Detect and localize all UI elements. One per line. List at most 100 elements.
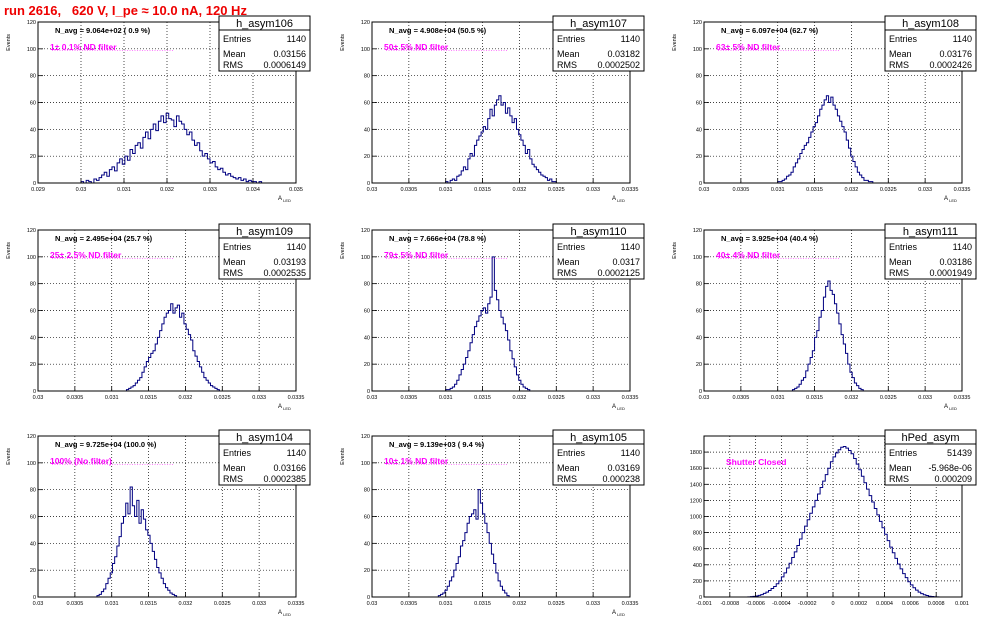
x-tick-label: 0.032	[513, 395, 527, 401]
stat-label-mean: Mean	[889, 463, 912, 473]
y-tick-label: 40	[364, 541, 370, 547]
y-tick-label: 600	[693, 547, 702, 553]
y-tick-label: 1400	[690, 482, 702, 488]
histogram-pad-h_asym106: 0.029 0.03 0.031 0.032 0.033 0.034 0.035 0 20 40 6…	[6, 15, 311, 203]
stat-value-mean: 0.03166	[273, 463, 306, 473]
stat-value-entries: 1140	[953, 242, 972, 252]
stats-box	[552, 429, 645, 486]
y-axis-title: Events	[6, 448, 12, 465]
x-tick-label: 0.029	[31, 187, 45, 193]
navg-label: N_avg = 4.908e+04 (50.5 %)	[389, 26, 487, 35]
x-tick-label: 0.0325	[880, 187, 897, 193]
stat-value-mean: 0.03176	[939, 49, 972, 59]
stat-label-entries: Entries	[223, 242, 252, 252]
histogram-pad-hPed_asym: -0.001 -0.0008 -0.0006 -0.0004 -0.0002 0 0.000…	[690, 429, 977, 607]
y-tick-label: 40	[30, 127, 36, 133]
navg-label: N_avg = 2.495e+04 (25.7 %)	[55, 234, 153, 243]
y-tick-label: 120	[361, 20, 370, 26]
x-tick-label: 0.0002	[850, 601, 867, 607]
x-tick-label: 0.0335	[622, 395, 639, 401]
x-tick-label: 0.031	[439, 395, 453, 401]
y-tick-label: 0	[367, 389, 370, 395]
x-tick-label: 0.03	[367, 601, 378, 607]
x-tick-label: -0.0008	[720, 601, 739, 607]
stats-box	[884, 429, 977, 486]
y-tick-label: 80	[364, 74, 370, 80]
stat-label-mean: Mean	[889, 257, 912, 267]
y-tick-label: 100	[361, 47, 370, 53]
y-tick-label: 100	[27, 461, 36, 467]
x-tick-label: -0.0004	[772, 601, 791, 607]
stat-label-entries: Entries	[889, 448, 918, 458]
x-axis-title: A LED	[278, 196, 291, 203]
y-tick-label: 100	[361, 461, 370, 467]
y-tick-label: 1200	[690, 498, 702, 504]
histogram-line	[791, 280, 864, 391]
y-tick-label: 20	[364, 362, 370, 368]
stat-value-mean: 0.03193	[273, 257, 306, 267]
stat-value-mean: -5.968e-06	[928, 463, 972, 473]
histogram-pad-h_asym107: 0.03 0.0305 0.031 0.0315 0.032 0.0325 0.033 0.0…	[340, 15, 645, 203]
histogram-name: h_asym111	[903, 226, 958, 238]
x-tick-label: 0.0305	[66, 601, 83, 607]
x-tick-label: 0.001	[955, 601, 969, 607]
navg-label: N_avg = 9.725e+04 (100.0 %)	[55, 440, 157, 449]
histogram-line	[747, 445, 940, 598]
stat-label-rms: RMS	[223, 60, 243, 70]
x-tick-label: 0.0006	[902, 601, 919, 607]
x-tick-label: 0.034	[246, 187, 260, 193]
x-tick-label: 0.031	[105, 601, 119, 607]
stat-value-entries: 51439	[947, 448, 972, 458]
x-tick-label: 0.033	[586, 395, 600, 401]
stat-value-rms: 0.0002385	[263, 474, 306, 484]
histogram-name: h_asym109	[236, 226, 293, 238]
x-tick-label: 0.0305	[400, 395, 417, 401]
y-tick-label: 1600	[690, 466, 702, 472]
stat-label-rms: RMS	[557, 268, 577, 278]
y-tick-label: 1800	[690, 450, 702, 456]
y-tick-label: 120	[27, 228, 36, 234]
y-tick-label: 0	[699, 181, 702, 187]
y-tick-label: 40	[364, 335, 370, 341]
y-tick-label: 60	[364, 515, 370, 521]
y-tick-label: 400	[693, 563, 702, 569]
y-tick-label: 80	[696, 74, 702, 80]
stat-label-rms: RMS	[557, 474, 577, 484]
y-axis-title: Events	[6, 34, 12, 51]
x-tick-label: 0.0305	[400, 187, 417, 193]
stat-label-entries: Entries	[557, 448, 586, 458]
y-axis-title: Events	[340, 34, 346, 51]
y-tick-label: 100	[693, 255, 702, 261]
x-tick-label: 0.03	[33, 395, 44, 401]
x-tick-label: 0.033	[252, 601, 266, 607]
stat-value-rms: 0.0002535	[263, 268, 306, 278]
stat-label-mean: Mean	[557, 463, 580, 473]
histogram-pad-h_asym111: 0.03 0.0305 0.031 0.0315 0.032 0.0325 0.033 0.0…	[672, 223, 977, 411]
x-tick-label: 0.0325	[880, 395, 897, 401]
x-tick-label: 0.0315	[140, 395, 157, 401]
x-tick-label: 0.0335	[954, 187, 971, 193]
y-tick-label: 0	[367, 595, 370, 601]
y-axis-title: Events	[672, 34, 678, 51]
x-tick-label: 0.0315	[806, 187, 823, 193]
y-axis-title: Events	[672, 242, 678, 259]
y-axis-title: Events	[340, 242, 346, 259]
histogram-pad-h_asym109: 0.03 0.0305 0.031 0.0315 0.032 0.0325 0.033 0.0…	[6, 223, 311, 411]
x-tick-label: 0.031	[439, 601, 453, 607]
navg-label: N_avg = 9.064e+02 ( 0.9 %)	[55, 26, 151, 35]
y-tick-label: 800	[693, 531, 702, 537]
stat-value-mean: 0.03156	[273, 49, 306, 59]
x-tick-label: 0.032	[179, 601, 193, 607]
y-tick-label: 20	[30, 568, 36, 574]
histogram-name: h_asym106	[236, 18, 293, 30]
stats-box	[884, 223, 977, 280]
y-tick-label: 80	[364, 488, 370, 494]
filter-label: Shutter Closed	[726, 457, 786, 467]
stat-label-rms: RMS	[557, 60, 577, 70]
stat-label-mean: Mean	[223, 49, 246, 59]
stats-box	[218, 15, 311, 72]
x-tick-label: 0.032	[179, 395, 193, 401]
x-tick-label: 0.0305	[732, 395, 749, 401]
y-tick-label: 80	[30, 282, 36, 288]
